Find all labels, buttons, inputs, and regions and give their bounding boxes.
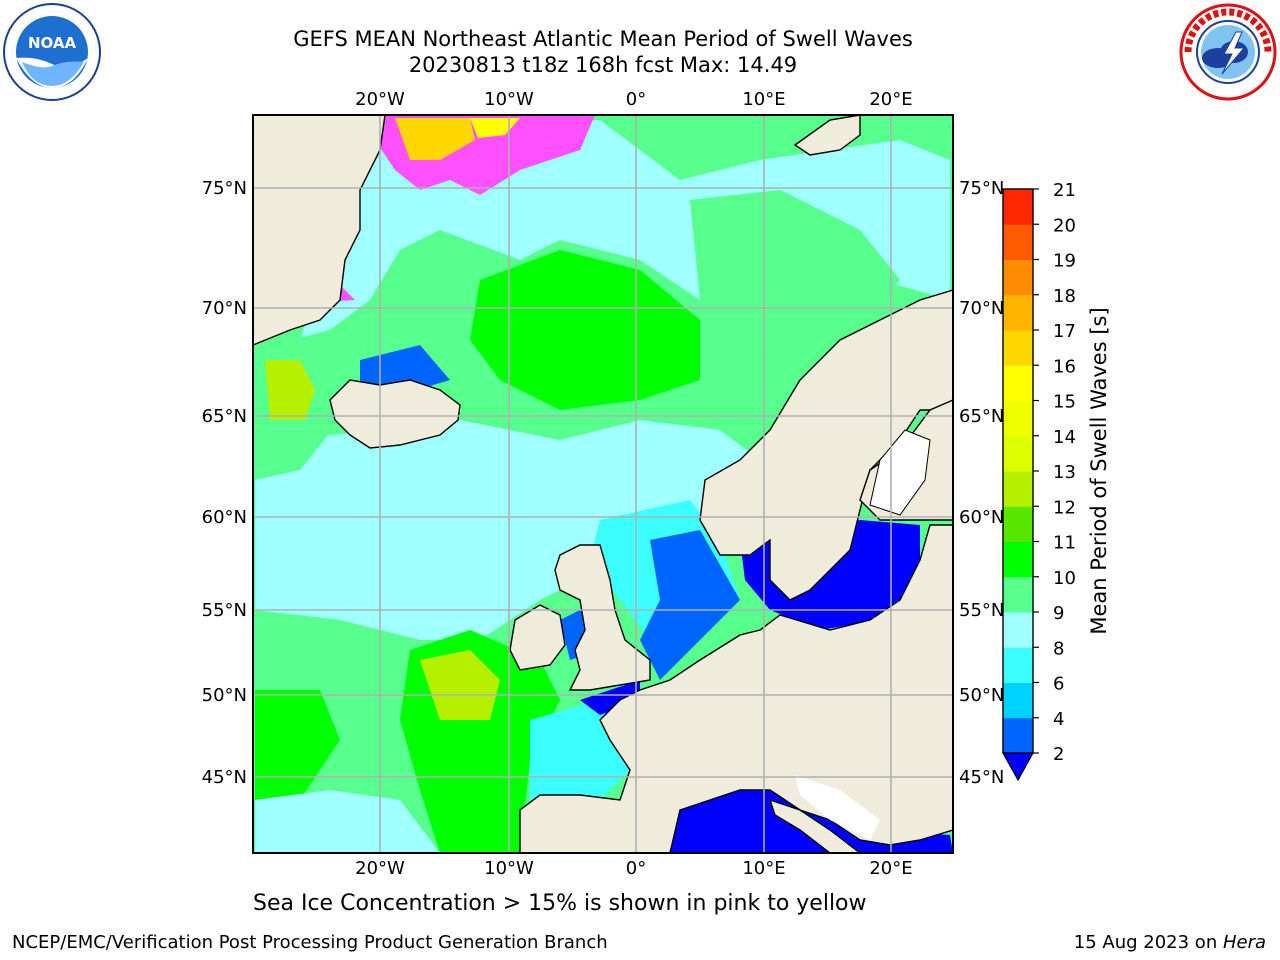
land-continent xyxy=(519,524,953,853)
lon-tick-top: 20°W xyxy=(355,89,405,110)
swell-field-cyan-southwest xyxy=(255,790,440,853)
colorbar-segment xyxy=(1003,647,1033,683)
swell-field-cyan-mid xyxy=(255,420,760,640)
colorbar-segment xyxy=(1003,400,1033,437)
colorbar-tick-label: 4 xyxy=(1053,709,1064,730)
swell-field-green-central xyxy=(470,250,700,410)
colorbar-tick-label: 15 xyxy=(1053,392,1076,413)
colorbar-tick-label: 12 xyxy=(1053,497,1076,518)
lat-tick-left: 65°N xyxy=(202,406,247,427)
colorbar-tick-label: 19 xyxy=(1053,251,1076,272)
land-greenland xyxy=(253,115,386,346)
lon-tick-top: 10°E xyxy=(742,89,785,110)
nws-logo xyxy=(1179,3,1277,101)
swell-field-yellowgreen-south xyxy=(420,650,500,720)
swell-field-green-southwest xyxy=(255,690,340,800)
footer-date: 15 Aug 2023 on Hera xyxy=(1074,932,1266,953)
sea-ice-yellow xyxy=(470,118,520,138)
colorbar-segment xyxy=(1003,612,1033,648)
lat-tick-right: 55°N xyxy=(959,600,1004,621)
colorbar-tick-label: 9 xyxy=(1053,603,1064,624)
colorbar-segment xyxy=(1003,294,1033,331)
lon-tick-bottom: 20°E xyxy=(869,858,912,879)
colorbar-label: Mean Period of Swell Waves [s] xyxy=(1087,307,1111,634)
footer-branch: NCEP/EMC/Verification Post Processing Pr… xyxy=(12,932,608,953)
lat-tick-left: 75°N xyxy=(202,178,247,199)
lat-tick-right: 75°N xyxy=(959,178,1004,199)
map-plot-area xyxy=(253,115,953,853)
lon-tick-top: 20°E xyxy=(869,89,912,110)
lon-tick-bottom: 0° xyxy=(626,858,646,879)
colorbar-tick-label: 8 xyxy=(1053,638,1064,659)
colorbar-segment xyxy=(1003,365,1033,401)
lat-tick-right: 45°N xyxy=(959,767,1004,788)
lat-tick-left: 45°N xyxy=(202,767,247,788)
colorbar-tick-label: 13 xyxy=(1053,462,1076,483)
lat-tick-left: 70°N xyxy=(202,298,247,319)
land-svalbard xyxy=(793,115,861,156)
noaa-logo-text: NOAA xyxy=(28,34,77,52)
lat-tick-right: 50°N xyxy=(959,685,1004,706)
colorbar-segments xyxy=(1003,189,1033,754)
land-ireland xyxy=(509,604,566,671)
colorbar-segment xyxy=(1003,682,1033,719)
colorbar-ticks: 2 4 6 8 9 10 11 12 13 14 15 16 17 18 19 20 21 xyxy=(1033,180,1076,765)
lat-tick-left: 50°N xyxy=(202,685,247,706)
swell-field-yellowgreen-iceland xyxy=(265,360,315,420)
swell-field-blue-iceland-north xyxy=(360,345,450,395)
sea-ice-dense xyxy=(395,118,475,160)
lat-tick-left: 55°N xyxy=(202,600,247,621)
colorbar-tick-label: 14 xyxy=(1053,427,1076,448)
land-italy xyxy=(768,798,862,853)
lat-tick-left: 60°N xyxy=(202,507,247,528)
lat-tick-right: 70°N xyxy=(959,298,1004,319)
swell-field-green-northeast xyxy=(690,190,900,360)
colorbar-segment xyxy=(1003,506,1033,542)
colorbar-tick-label: 16 xyxy=(1053,356,1076,377)
footer-host: Hera xyxy=(1222,932,1266,953)
colorbar-segment xyxy=(1003,435,1033,472)
lon-tick-top: 0° xyxy=(626,89,646,110)
colorbar-tick-label: 2 xyxy=(1053,744,1064,765)
noaa-logo: NOAA xyxy=(3,3,101,101)
footer-date-text: 15 Aug 2023 on xyxy=(1073,932,1223,953)
lat-tick-right: 65°N xyxy=(959,406,1004,427)
map-frame xyxy=(252,114,954,854)
colorbar-tick-label: 17 xyxy=(1053,321,1076,342)
lat-tick-right: 60°N xyxy=(959,507,1004,528)
colorbar-segment xyxy=(1003,224,1033,260)
axis-labels: 20°W 10°W 0° 10°E 20°E 20°W 10°W 0° 10°E… xyxy=(202,89,1005,879)
colorbar-segment xyxy=(1003,471,1033,507)
colorbar-tick-label: 10 xyxy=(1053,568,1076,589)
colorbar-tick-label: 18 xyxy=(1053,286,1076,307)
colorbar: 2 4 6 8 9 10 11 12 13 14 15 16 17 18 19 20 21 Mean Perio… xyxy=(1001,180,1111,782)
lon-tick-bottom: 20°W xyxy=(355,858,405,879)
colorbar-tick-label: 21 xyxy=(1053,180,1076,201)
chart-subtitle: 20230813 t18z 168h fcst Max: 14.49 xyxy=(408,53,798,77)
swell-field-blue-channel xyxy=(580,680,640,715)
colorbar-segment xyxy=(1003,541,1033,578)
colorbar-extend-triangle xyxy=(1001,752,1035,782)
colorbar-tick-label: 11 xyxy=(1053,533,1076,554)
swell-field-blue-northsea xyxy=(640,530,740,680)
gulf-of-bothnia xyxy=(869,429,931,516)
colorbar-segment xyxy=(1003,330,1033,366)
lon-tick-bottom: 10°E xyxy=(742,858,785,879)
ice-note: Sea Ice Concentration > 15% is shown in … xyxy=(253,891,867,916)
lon-tick-top: 10°W xyxy=(484,89,534,110)
adriatic-area xyxy=(795,775,880,840)
lon-tick-bottom: 10°W xyxy=(484,858,534,879)
colorbar-tick-label: 6 xyxy=(1053,674,1064,695)
colorbar-segment xyxy=(1003,189,1033,225)
colorbar-segment xyxy=(1003,717,1033,754)
colorbar-segment xyxy=(1003,259,1033,296)
chart-title: GEFS MEAN Northeast Atlantic Mean Period… xyxy=(293,27,913,51)
land-great-britain xyxy=(554,544,651,691)
colorbar-segment xyxy=(1003,576,1033,613)
graticule xyxy=(253,115,953,853)
colorbar-tick-label: 20 xyxy=(1053,215,1076,236)
